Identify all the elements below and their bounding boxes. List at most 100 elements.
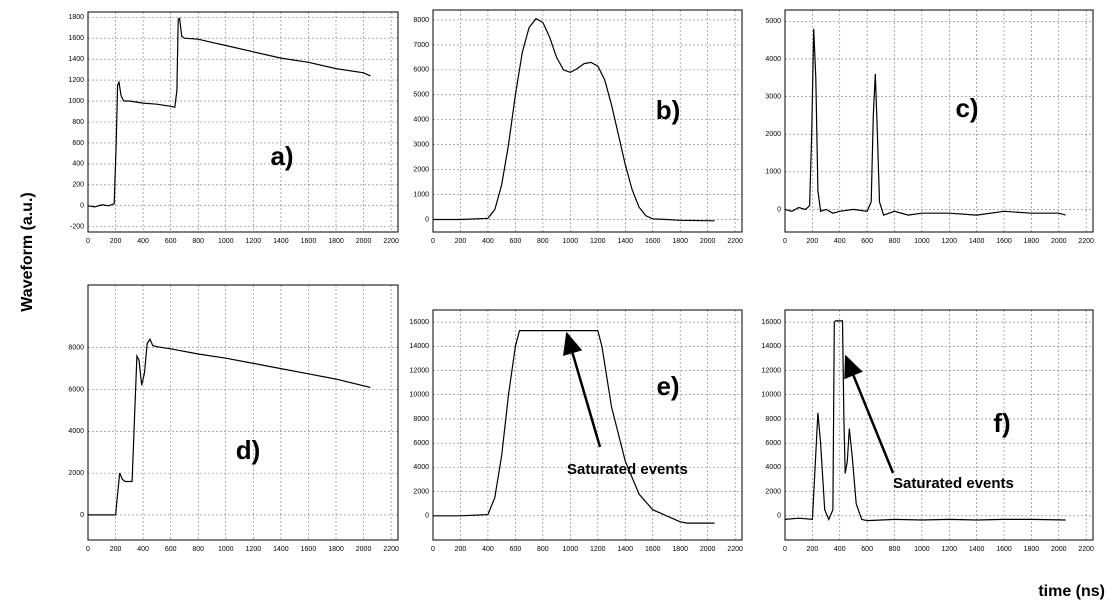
x-tick-label: 600: [510, 546, 522, 553]
x-tick-label: 2200: [727, 238, 743, 245]
y-tick-label: 6000: [413, 67, 429, 74]
x-tick-label: 1400: [969, 546, 985, 553]
annotation: Saturated events: [567, 461, 688, 478]
x-tick-label: 1200: [590, 238, 606, 245]
x-tick-label: 400: [834, 238, 846, 245]
y-tick-label: 16000: [410, 319, 430, 326]
x-tick-label: 2000: [1051, 238, 1067, 245]
x-tick-label: 0: [86, 238, 90, 245]
x-tick-label: 600: [861, 238, 873, 245]
y-tick-label: 1600: [68, 35, 84, 42]
y-tick-label: 3000: [765, 93, 781, 100]
y-tick-label: 3000: [413, 142, 429, 149]
x-tick-label: 2000: [356, 546, 372, 553]
x-tick-label: 1400: [273, 238, 289, 245]
x-tick-label: 400: [482, 546, 494, 553]
x-tick-label: 200: [110, 238, 122, 245]
y-tick-label: -200: [70, 224, 84, 231]
y-tick-label: 1400: [68, 56, 84, 63]
panel-label: b): [656, 95, 681, 125]
annotation-arrow: [844, 354, 895, 474]
x-tick-label: 600: [165, 238, 177, 245]
x-tick-label: 1000: [914, 238, 930, 245]
y-tick-label: 6000: [765, 440, 781, 447]
y-tick-label: 4000: [765, 464, 781, 471]
y-tick-label: 10000: [762, 392, 782, 399]
x-tick-label: 2200: [727, 546, 743, 553]
x-tick-label: 1800: [328, 238, 344, 245]
y-tick-label: 0: [425, 216, 429, 223]
x-tick-label: 1600: [996, 238, 1012, 245]
plot-frame: [784, 9, 1094, 233]
waveform: [433, 330, 715, 524]
y-tick-label: 2000: [765, 488, 781, 495]
x-tick-label: 1600: [301, 546, 317, 553]
waveform: [87, 17, 371, 208]
x-tick-label: 1400: [617, 546, 633, 553]
y-tick-label: 1000: [68, 98, 84, 105]
x-tick-label: 0: [86, 546, 90, 553]
y-tick-label: 1000: [765, 169, 781, 176]
x-tick-label: 1200: [246, 238, 262, 245]
x-tick-label: 0: [783, 546, 787, 553]
x-tick-label: 800: [889, 238, 901, 245]
y-tick-label: 0: [777, 513, 781, 520]
x-tick-label: 1200: [941, 546, 957, 553]
x-tick-label: 1400: [273, 546, 289, 553]
y-tick-label: 4000: [413, 464, 429, 471]
y-tick-label: 2000: [413, 488, 429, 495]
x-tick-label: 400: [137, 546, 149, 553]
y-tick-label: 6000: [413, 440, 429, 447]
y-tick-label: 4000: [413, 117, 429, 124]
x-tick-label: 800: [537, 238, 549, 245]
y-tick-label: 6000: [68, 386, 84, 393]
x-tick-label: 800: [889, 546, 901, 553]
panel-label: d): [236, 435, 261, 465]
waveform: [784, 28, 1066, 216]
x-tick-label: 2200: [1078, 238, 1094, 245]
y-tick-label: 14000: [762, 343, 782, 350]
x-tick-label: 1000: [218, 546, 234, 553]
y-tick-label: 7000: [413, 42, 429, 49]
y-tick-label: 1800: [68, 14, 84, 21]
annotation: Saturated events: [893, 475, 1014, 492]
x-tick-label: 0: [431, 546, 435, 553]
panel-label: f): [993, 408, 1010, 438]
y-tick-label: 12000: [762, 367, 782, 374]
panel-label: a): [270, 141, 293, 171]
y-tick-label: 8000: [765, 416, 781, 423]
x-tick-label: 800: [192, 238, 204, 245]
x-tick-label: 200: [110, 546, 122, 553]
plot-frame: [432, 309, 743, 541]
x-tick-label: 1800: [328, 546, 344, 553]
waveform: [784, 320, 1066, 522]
x-tick-label: 1000: [914, 546, 930, 553]
x-tick-label: 2000: [1051, 546, 1067, 553]
waveform: [88, 338, 371, 516]
plot-frame: [87, 284, 399, 541]
x-tick-label: 1800: [672, 238, 688, 245]
x-tick-label: 200: [807, 546, 819, 553]
x-tick-label: 1200: [941, 238, 957, 245]
y-axis-label: Waveform (a.u.): [19, 192, 36, 311]
y-tick-label: 5000: [413, 92, 429, 99]
x-tick-label: 1000: [563, 238, 579, 245]
x-tick-label: 2200: [383, 546, 399, 553]
y-tick-label: 600: [72, 140, 84, 147]
x-tick-label: 0: [431, 238, 435, 245]
y-tick-label: 400: [72, 161, 84, 168]
x-tick-label: 1400: [617, 238, 633, 245]
y-tick-label: 2000: [413, 166, 429, 173]
x-tick-label: 600: [510, 238, 522, 245]
plot-frame: [87, 11, 399, 233]
y-tick-label: 0: [80, 512, 84, 519]
x-tick-label: 1000: [563, 546, 579, 553]
y-tick-label: 1000: [413, 191, 429, 198]
x-tick-label: 1800: [672, 546, 688, 553]
x-tick-label: 1600: [645, 238, 661, 245]
x-tick-label: 1600: [301, 238, 317, 245]
y-tick-label: 0: [80, 203, 84, 210]
x-tick-label: 1000: [218, 238, 234, 245]
y-tick-label: 16000: [762, 319, 782, 326]
